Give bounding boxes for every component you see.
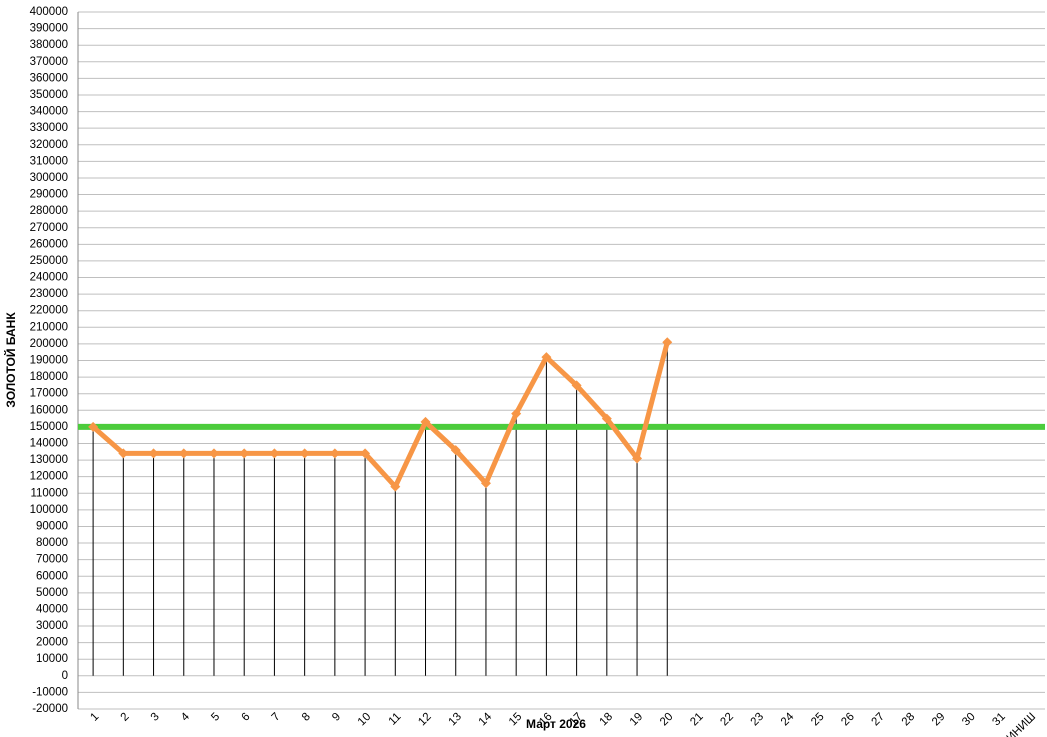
y-tick-label: 310000 <box>30 155 68 167</box>
x-tick-label: 1 <box>88 711 101 724</box>
y-tick-label: -20000 <box>32 703 68 715</box>
y-tick-label: 280000 <box>30 205 68 217</box>
x-tick-label: 3 <box>149 711 162 724</box>
x-tick-label: 29 <box>930 711 948 729</box>
x-tick-label: 8 <box>300 711 313 724</box>
y-tick-label: 340000 <box>30 106 68 118</box>
marker <box>178 448 189 459</box>
y-tick-label: 20000 <box>36 637 68 649</box>
y-tick-label: 10000 <box>36 653 68 665</box>
x-tick-label: 21 <box>688 711 706 729</box>
y-tick-label: 270000 <box>30 222 68 234</box>
marker <box>208 448 219 459</box>
y-tick-label: 50000 <box>36 587 68 599</box>
x-tick-label: ФИНИШ <box>998 711 1038 737</box>
marker <box>541 352 552 363</box>
x-tick-label: 9 <box>330 711 343 724</box>
y-axis-title: ЗОЛОТОЙ БАНК <box>3 312 18 408</box>
y-tick-label: 190000 <box>30 355 68 367</box>
y-tick-label: 240000 <box>30 272 68 284</box>
y-tick-label: -10000 <box>32 686 68 698</box>
x-axis-title: Март 2026 <box>526 717 586 731</box>
y-tick-label: 260000 <box>30 238 68 250</box>
marker <box>601 413 612 424</box>
y-tick-label: 400000 <box>30 6 68 18</box>
marker <box>148 448 159 459</box>
y-tick-label: 290000 <box>30 189 68 201</box>
y-tick-label: 390000 <box>30 23 68 35</box>
marker <box>269 448 280 459</box>
x-tick-label: 15 <box>507 711 525 729</box>
marker <box>299 448 310 459</box>
x-tick-label: 13 <box>446 711 464 729</box>
marker <box>480 478 491 489</box>
x-tick-label: 25 <box>809 711 827 729</box>
marker <box>420 416 431 427</box>
y-tick-label: 100000 <box>30 504 68 516</box>
y-tick-label: 40000 <box>36 603 68 615</box>
x-tick-label: 12 <box>416 711 434 729</box>
x-tick-label: 18 <box>598 711 616 729</box>
x-tick-label: 10 <box>356 711 374 729</box>
y-tick-label: 370000 <box>30 56 68 68</box>
y-tick-label: 380000 <box>30 39 68 51</box>
x-tick-label: 30 <box>960 711 978 729</box>
y-tick-label: 170000 <box>30 388 68 400</box>
x-tick-label: 31 <box>990 711 1008 729</box>
y-tick-label: 210000 <box>30 321 68 333</box>
marker <box>88 421 99 432</box>
y-tick-label: 250000 <box>30 255 68 267</box>
x-tick-label: 19 <box>628 711 646 729</box>
x-tick-label: 20 <box>658 711 676 729</box>
y-tick-label: 60000 <box>36 570 68 582</box>
x-tick-label: 6 <box>239 711 252 724</box>
series-line <box>91 341 670 490</box>
marker <box>360 448 371 459</box>
y-tick-label: 220000 <box>30 305 68 317</box>
y-tick-label: 320000 <box>30 139 68 151</box>
x-tick-label: 28 <box>900 711 918 729</box>
x-tick-label: 11 <box>387 711 404 728</box>
y-tick-label: 140000 <box>30 438 68 450</box>
marker <box>571 380 582 391</box>
x-tick-label: 7 <box>270 711 283 724</box>
y-tick-label: 80000 <box>36 537 68 549</box>
y-tick-label: 180000 <box>30 371 68 383</box>
marker <box>329 448 340 459</box>
marker <box>632 453 643 464</box>
x-tick-label: 4 <box>179 710 192 723</box>
y-tick-label: 0 <box>62 670 68 682</box>
marker <box>390 481 401 492</box>
marker <box>450 445 461 456</box>
x-tick-label: 2 <box>119 711 132 724</box>
y-tick-label: 120000 <box>30 471 68 483</box>
y-tick-label: 160000 <box>30 404 68 416</box>
y-tick-label: 130000 <box>30 454 68 466</box>
y-tick-label: 330000 <box>30 122 68 134</box>
y-tick-label: 200000 <box>30 338 68 350</box>
marker <box>511 408 522 419</box>
y-tick-label: 350000 <box>30 89 68 101</box>
marker <box>662 337 673 348</box>
marker <box>239 448 250 459</box>
y-tick-label: 90000 <box>36 520 68 532</box>
y-tick-label: 150000 <box>30 421 68 433</box>
y-tick-label: 110000 <box>30 487 68 499</box>
y-tick-label: 300000 <box>30 172 68 184</box>
y-tick-label: 230000 <box>30 288 68 300</box>
x-tick-label: 5 <box>209 711 222 724</box>
marker <box>118 448 129 459</box>
x-tick-label: 23 <box>749 711 767 729</box>
y-tick-label: 360000 <box>30 72 68 84</box>
x-tick-label: 27 <box>870 711 888 729</box>
x-tick-label: 26 <box>839 711 857 729</box>
x-tick-label: 24 <box>779 710 797 728</box>
y-tick-label: 70000 <box>36 554 68 566</box>
x-tick-label: 14 <box>477 710 495 728</box>
x-tick-label: 22 <box>718 711 736 729</box>
y-tick-label: 30000 <box>36 620 68 632</box>
